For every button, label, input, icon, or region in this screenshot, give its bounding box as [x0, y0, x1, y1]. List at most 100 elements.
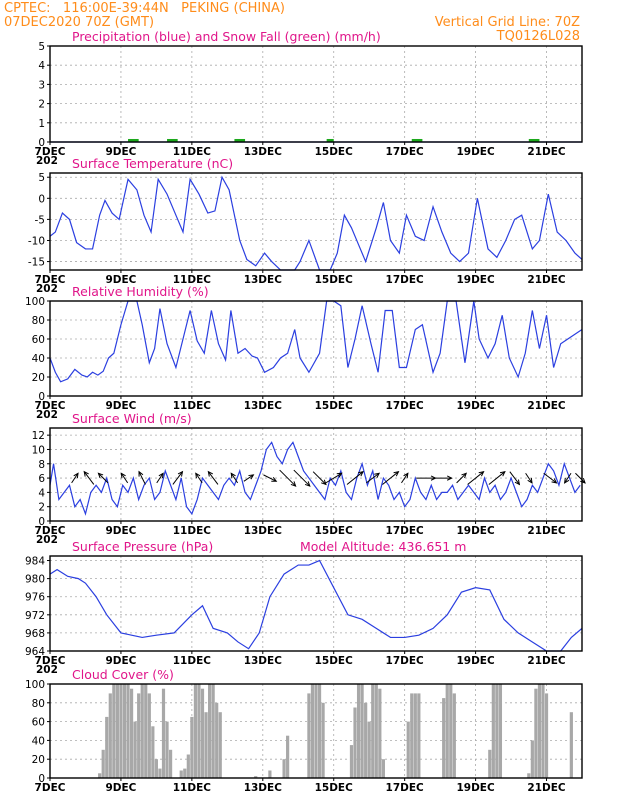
cloud-bar [154, 759, 158, 778]
cloud-bar [452, 693, 456, 778]
cloud-bar [101, 749, 105, 778]
y-tick-label: 972 [25, 610, 45, 622]
y-tick-label: 1 [38, 118, 45, 130]
wind-arrow [382, 470, 400, 485]
x-tick-label: 11DEC [173, 146, 212, 158]
x-tick-label: 11DEC [173, 400, 212, 412]
y-tick-label: 976 [25, 592, 45, 604]
cloud-bar [417, 693, 421, 778]
cloud-bar [349, 745, 354, 778]
x-tick-label: 21DEC [527, 274, 566, 286]
x-tick-label: 19DEC [456, 655, 495, 667]
y-tick-label: 0 [38, 773, 45, 785]
x-tick-label: 7DEC [35, 274, 66, 286]
cloud-bar [112, 684, 116, 778]
x-tick-label: 9DEC [105, 525, 136, 537]
cloud-bar [356, 684, 361, 778]
y-tick-label: 10 [32, 444, 45, 456]
y-tick-label: 980 [25, 574, 45, 586]
x-tick-label: 19DEC [456, 525, 495, 537]
panel-title: Surface Temperature (nC) [72, 156, 233, 171]
cloud-bar [211, 684, 215, 778]
cloud-bar [137, 693, 141, 778]
wind-arrow [416, 475, 437, 481]
cloud-bar [537, 684, 542, 778]
y-tick-label: 2 [38, 502, 45, 514]
cloud-bar [360, 684, 364, 778]
wind-arrow [312, 471, 327, 486]
panel-title: Relative Humidity (%) [72, 284, 209, 299]
cloud-bar [254, 776, 258, 778]
cloud-bar [321, 702, 325, 778]
y-tick-label: 3 [38, 79, 45, 91]
cloud-bar [569, 712, 573, 778]
y-tick-label: 5 [38, 41, 45, 53]
cloud-bar [204, 712, 208, 778]
y-tick-label: 964 [25, 646, 45, 658]
x-tick-label: 7DEC [35, 146, 66, 158]
cloud-bar [133, 721, 137, 778]
cloud-bar [215, 702, 219, 778]
cloud-bar [307, 693, 311, 778]
cloud-bar [115, 684, 119, 778]
year-fragment: 202 [36, 534, 58, 546]
cloud-bar [193, 684, 198, 778]
cloud-bar [498, 684, 503, 778]
wind-arrow [325, 472, 343, 484]
cloud-bar [200, 688, 205, 778]
y-tick-label: 0 [38, 193, 45, 205]
x-tick-label: 13DEC [244, 782, 283, 794]
x-tick-label: 19DEC [456, 782, 495, 794]
panel-pressure: 964 968 972 976 980 984 7DEC 9DEC 11DEC 13DEC 15DE… [25, 539, 583, 676]
x-tick-label: 19DEC [456, 274, 495, 286]
x-tick-label: 17DEC [386, 525, 425, 537]
cloud-bar [491, 684, 495, 778]
y-tick-label: 40 [32, 353, 45, 365]
wind-arrow [563, 472, 572, 484]
x-tick-label: 7DEC [35, 655, 66, 667]
panel-frame [49, 45, 583, 143]
y-tick-label: 0 [38, 391, 45, 403]
y-tick-label: 4 [38, 487, 45, 499]
y-tick-label: 4 [38, 60, 45, 72]
panel-frame [49, 427, 583, 522]
panel-precip: 0 1 2 3 4 5 7DEC 9DEC 11DEC 13DEC 15DEC 17DEC 19DEC 2… [35, 29, 583, 167]
cloud-bar [179, 770, 183, 778]
panel-frame [49, 683, 583, 779]
rh-line [49, 300, 583, 383]
y-tick-label: 40 [32, 735, 45, 747]
wind-arrow [525, 472, 533, 484]
y-tick-label: 5 [38, 172, 45, 184]
cloud-bar [495, 684, 499, 778]
x-tick-label: 13DEC [244, 274, 283, 286]
x-tick-label: 13DEC [244, 655, 283, 667]
cloud-bar [186, 754, 190, 778]
wind-arrow [156, 472, 164, 484]
panel-frame [49, 555, 583, 652]
wind-arrow [366, 472, 381, 484]
y-tick-label: -5 [35, 214, 45, 226]
cloud-bar [314, 684, 318, 778]
wind-arrow [243, 474, 255, 482]
x-tick-label: 7DEC [35, 525, 66, 537]
cloud-bar [310, 684, 315, 778]
cloud-bar [105, 716, 109, 778]
x-tick-label: 7DEC [35, 400, 66, 412]
wind-arrow [467, 470, 485, 485]
x-tick-label: 9DEC [105, 655, 136, 667]
cloud-bar [406, 721, 410, 778]
x-tick-label: 17DEC [386, 146, 425, 158]
x-tick-label: 11DEC [173, 782, 212, 794]
x-tick-label: 9DEC [105, 146, 136, 158]
x-tick-label: 21DEC [527, 400, 566, 412]
x-tick-label: 17DEC [386, 782, 425, 794]
wind-arrow [97, 472, 109, 484]
cloud-bar [374, 684, 378, 778]
cloud-bar [140, 684, 144, 778]
cloud-bar [282, 759, 286, 778]
y-tick-label: 20 [32, 754, 45, 766]
y-tick-label: 12 [32, 430, 45, 442]
cloud-bar [534, 688, 538, 778]
wind-arrow [293, 469, 311, 487]
y-tick-label: 0 [38, 137, 45, 149]
